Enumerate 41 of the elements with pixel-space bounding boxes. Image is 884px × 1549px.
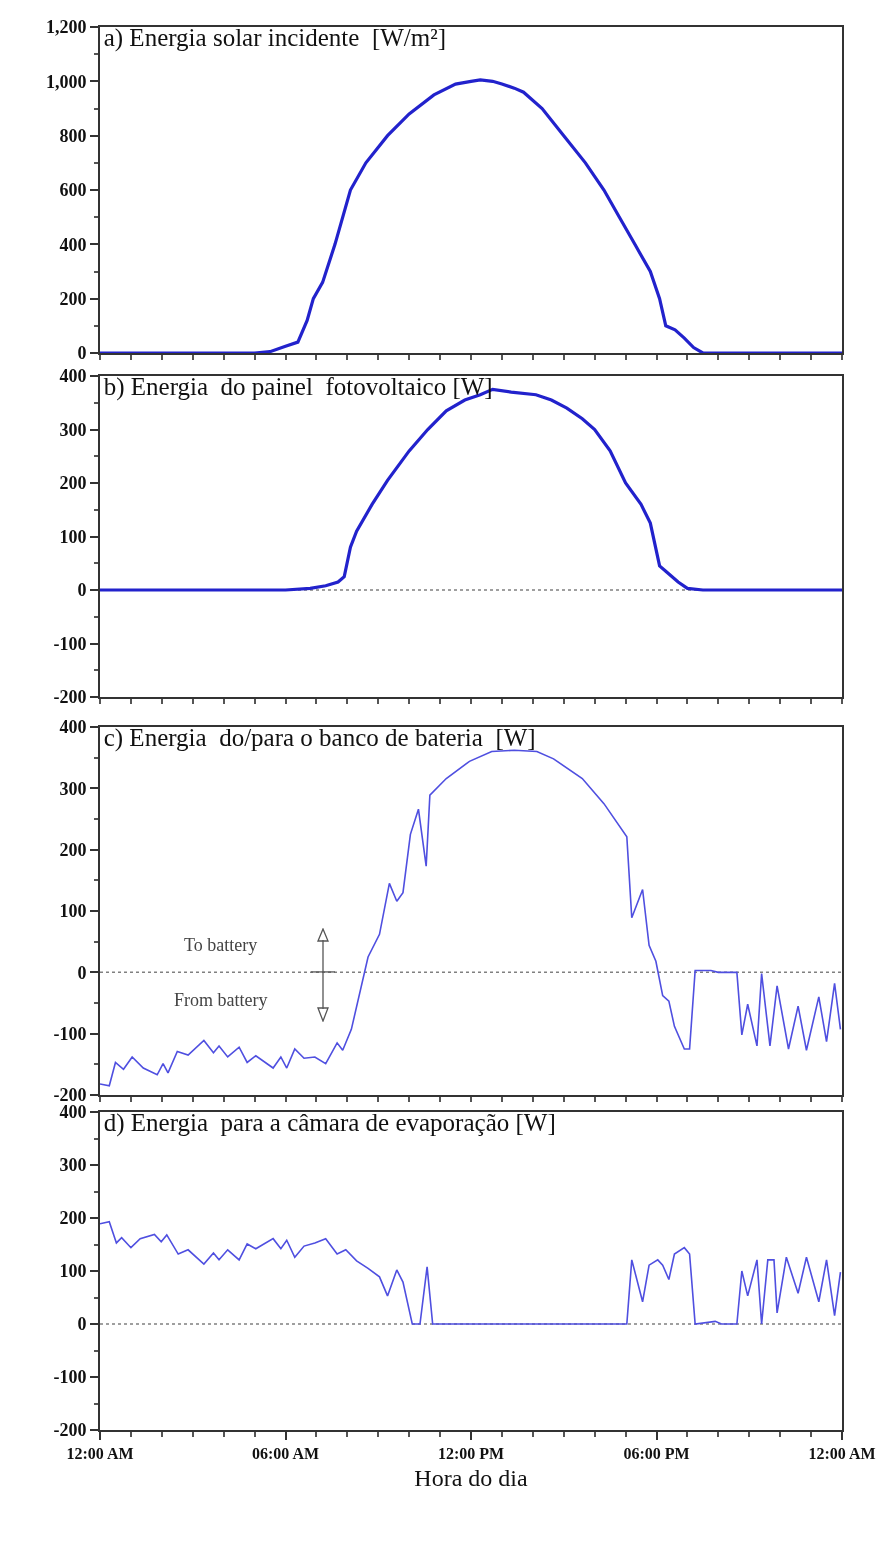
y-tick-label: 100 — [59, 901, 87, 922]
y-tick-label: 400 — [59, 366, 87, 387]
x-tick-label: 06:00 AM — [251, 1445, 320, 1463]
y-tick-label: 0 — [77, 1314, 87, 1335]
line-series — [100, 1220, 842, 1325]
line-series — [100, 78, 842, 353]
x-axis-title: Hora do dia — [414, 1465, 528, 1491]
y-tick-label: 100 — [59, 526, 87, 547]
chart-title: b) Energia do painel fotovoltaico [W] — [103, 373, 493, 402]
y-tick-label: 200 — [59, 839, 87, 860]
annotation: From battery — [174, 990, 268, 1010]
y-tick-label: -100 — [53, 1367, 87, 1388]
y-tick-label: 0 — [77, 962, 87, 983]
y-tick-label: 200 — [59, 473, 87, 494]
y-tick-label: 0 — [77, 580, 87, 601]
y-tick-label: 400 — [59, 717, 87, 738]
y-tick-label: 800 — [59, 125, 87, 146]
x-tick-label: 12:00 AM — [808, 1445, 876, 1463]
line-series — [100, 749, 842, 1087]
y-tick-label: 100 — [59, 1261, 87, 1282]
annotation: To battery — [184, 935, 258, 955]
y-tick-label: 0 — [77, 343, 87, 364]
y-tick-label: -200 — [53, 1420, 87, 1441]
y-tick-label: 200 — [59, 1208, 87, 1229]
chart-title: d) Energia para a câmara de evaporação [W] — [103, 1109, 556, 1138]
y-tick-label: 300 — [59, 419, 87, 440]
y-tick-label: 400 — [59, 234, 87, 255]
y-tick-label: -200 — [53, 687, 87, 708]
y-tick-label: 1,200 — [45, 17, 87, 38]
y-tick-label: 200 — [59, 288, 87, 309]
x-tick-label: 12:00 AM — [66, 1445, 134, 1463]
chart-title: c) Energia do/para o banco de bateria [W] — [103, 724, 536, 753]
y-tick-label: -100 — [53, 1023, 87, 1044]
y-tick-label: 300 — [59, 778, 87, 799]
y-tick-label: 600 — [59, 180, 87, 201]
x-tick-label: 06:00 PM — [623, 1445, 690, 1463]
y-tick-label: 1,000 — [45, 71, 87, 92]
y-tick-label: 300 — [59, 1155, 87, 1176]
chart-title: a) Energia solar incidente [W/m²] — [103, 24, 447, 53]
y-tick-label: -100 — [53, 633, 87, 654]
x-tick-label: 12:00 PM — [437, 1445, 505, 1463]
